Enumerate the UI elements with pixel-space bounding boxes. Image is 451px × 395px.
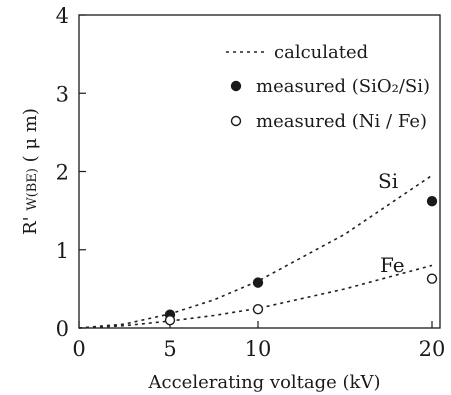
y-tick-label-3: 3 [56, 82, 69, 106]
y-tick-label-4: 4 [56, 4, 69, 28]
x-tick-label-10: 10 [245, 337, 272, 361]
point-ni-fe-1 [252, 304, 264, 315]
legend-label-2: measured (Ni / Fe) [256, 111, 427, 132]
annotation-si: Si [378, 169, 398, 193]
point-sio2-si-1 [252, 277, 264, 288]
annotation-fe: Fe [380, 253, 405, 277]
x-axis-label: Accelerating voltage (kV) [148, 372, 381, 393]
x-tick-label-0: 0 [72, 337, 85, 361]
y-tick-label-2: 2 [56, 161, 69, 185]
y-axis-label: R' W(BE) ( μ m) [20, 108, 41, 235]
point-ni-fe-0 [164, 314, 176, 326]
x-tick-label-5: 5 [163, 337, 176, 361]
legend-label-0: calculated [274, 42, 368, 63]
y-tick-label-1: 1 [56, 239, 69, 263]
point-sio2-si-2 [426, 196, 438, 207]
legend-open-circle-icon [230, 115, 242, 127]
y-tick-label-0: 0 [56, 317, 69, 341]
legend-filled-circle-icon [230, 80, 242, 92]
x-tick-label-20: 20 [419, 337, 446, 361]
series-line-fe [78, 264, 433, 329]
legend-label-1: measured (SiO₂/Si) [256, 76, 430, 97]
point-ni-fe-2 [426, 273, 438, 284]
